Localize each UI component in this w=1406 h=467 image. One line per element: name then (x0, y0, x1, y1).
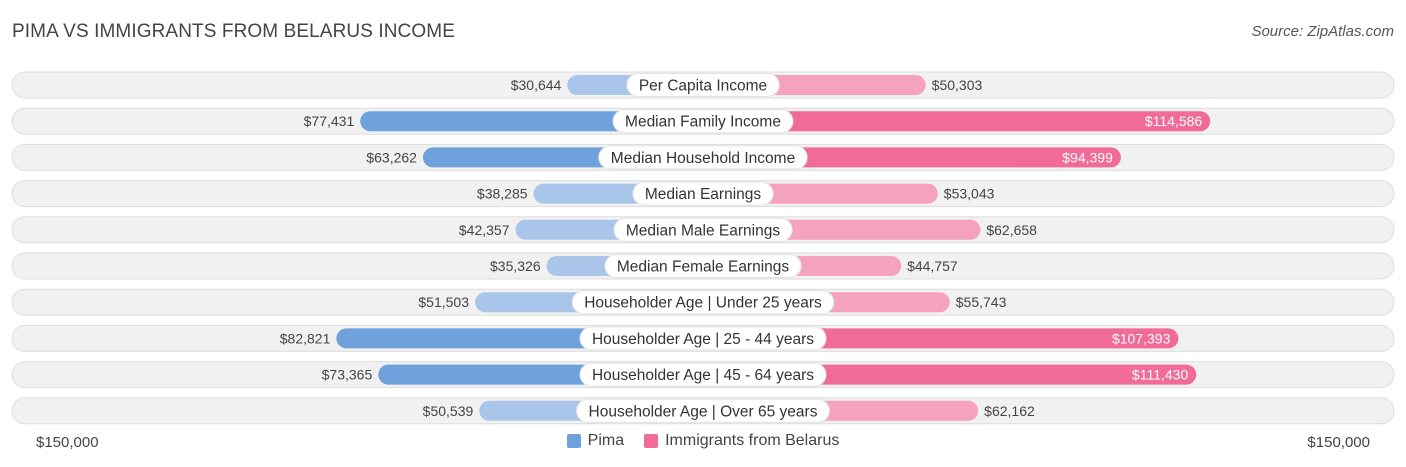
axis-right-label: $150,000 (1307, 434, 1370, 451)
category-label: Median Family Income (625, 114, 781, 131)
category-pill (612, 109, 794, 134)
value-label-belarus: $53,043 (944, 186, 995, 202)
category-pill (604, 254, 802, 278)
value-label-pima: $38,285 (477, 186, 528, 202)
value-label-belarus: $62,162 (984, 403, 1035, 419)
value-label-belarus: $94,399 (1062, 149, 1113, 165)
category-label: Median Household Income (611, 150, 795, 167)
value-label-belarus: $114,586 (1145, 113, 1203, 129)
legend-item-belarus[interactable]: Immigrants from Belarus (644, 432, 839, 450)
category-pill (579, 362, 827, 387)
category-pill (626, 73, 780, 97)
value-label-pima: $82,821 (280, 330, 331, 346)
bar-belarus (703, 364, 1197, 385)
value-label-belarus: $44,757 (907, 258, 958, 274)
diverging-bar-chart: $30,644 $50,303 Per Capita Income $77,431 $1… (11, 71, 1395, 425)
value-label-pima: $73,365 (322, 367, 373, 383)
legend-label-pima: Pima (587, 432, 625, 449)
value-label-belarus: $107,393 (1112, 330, 1171, 346)
legend-swatch-pima (566, 434, 581, 448)
category-label: Householder Age | Under 25 years (584, 295, 822, 312)
category-label: Householder Age | Over 65 years (589, 403, 818, 420)
legend-label-belarus: Immigrants from Belarus (665, 432, 840, 449)
value-label-pima: $42,357 (459, 222, 510, 238)
legend: Pima Immigrants from Belarus (0, 432, 1406, 450)
value-label-belarus: $55,743 (956, 294, 1007, 310)
value-label-pima: $77,431 (304, 113, 355, 129)
category-pill (632, 181, 774, 206)
value-label-pima: $50,539 (423, 403, 474, 419)
category-label: Per Capita Income (639, 78, 767, 95)
legend-item-pima[interactable]: Pima (566, 432, 625, 450)
value-label-pima: $35,326 (490, 258, 541, 274)
category-label: Householder Age | 45 - 64 years (592, 367, 814, 384)
category-pill (613, 217, 793, 242)
bar-belarus (703, 147, 1121, 168)
value-label-belarus: $50,303 (932, 77, 983, 93)
category-pill (579, 326, 827, 351)
source-note: Source: ZipAtlas.com (1251, 23, 1394, 40)
legend-swatch-belarus (644, 434, 659, 448)
value-label-belarus: $111,430 (1132, 367, 1189, 383)
category-pill (576, 398, 830, 423)
axis-left-label: $150,000 (36, 434, 99, 451)
value-label-pima: $51,503 (418, 294, 469, 310)
value-label-pima: $63,262 (366, 149, 417, 165)
category-pill (598, 145, 808, 170)
chart-title: PIMA VS IMMIGRANTS FROM BELARUS INCOME (12, 21, 455, 42)
category-label: Median Female Earnings (617, 259, 790, 276)
value-label-pima: $30,644 (511, 77, 562, 93)
category-label: Median Earnings (645, 186, 762, 203)
category-pill (571, 290, 835, 315)
value-label-belarus: $62,658 (986, 222, 1037, 238)
category-label: Median Male Earnings (626, 222, 780, 239)
bar-belarus (703, 111, 1211, 132)
category-label: Householder Age | 25 - 44 years (592, 331, 814, 348)
